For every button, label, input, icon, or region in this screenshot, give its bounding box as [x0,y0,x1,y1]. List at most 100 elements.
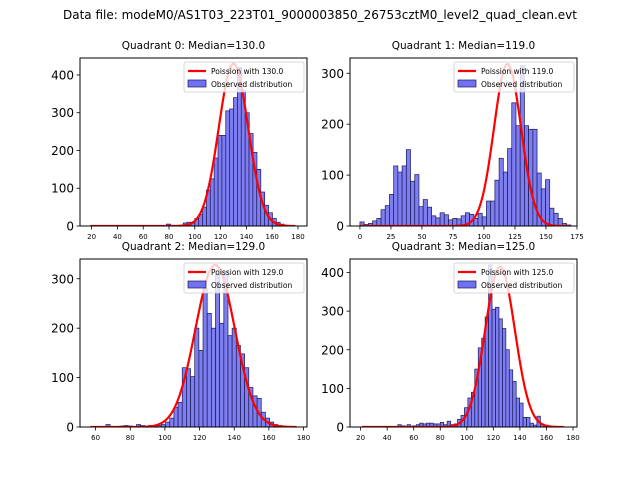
histogram-bar [427,206,432,226]
x-tick-label: 80 [165,233,174,241]
x-tick-label: 80 [126,434,135,442]
legend-label-observed: Observed distribution [211,80,292,89]
histogram-bar [443,214,449,226]
histogram-bar [495,306,500,427]
axes-frame [349,258,578,428]
x-tick-label: 40 [113,233,122,241]
histogram-bar [502,171,508,226]
x-tick-label: 60 [139,233,148,241]
x-tick-label: 75 [448,233,457,241]
poisson-fit-line [361,265,564,427]
axes-frame [79,57,308,227]
histogram-bar [498,318,503,427]
y-tick-label: 0 [336,421,344,435]
histogram-bar [508,369,514,427]
histogram-bar [210,327,216,427]
histogram-bar [225,110,231,226]
histogram-bar [186,368,191,427]
y-tick-label: 300 [321,305,344,319]
y-tick-label: 200 [51,322,74,336]
histogram-bar [406,424,411,427]
histogram-bar [165,421,171,427]
histogram-bar [206,313,212,427]
x-tick-label: 20 [87,233,96,241]
histogram-bar [397,171,403,226]
y-tick-label: 0 [66,220,74,234]
histogram-bar [233,97,238,226]
histogram-bar [410,180,416,226]
histogram-bar [198,350,204,427]
x-tick-label: 140 [240,233,253,241]
histogram-bar [405,149,411,226]
legend-box [183,262,305,294]
legend-box [453,61,575,93]
x-tick-label: 40 [383,434,392,442]
y-tick-label: 200 [321,343,344,357]
histogram-bar [414,174,420,226]
y-tick-label: 200 [51,144,74,158]
x-tick-label: 50 [417,233,426,241]
histogram-bar [511,102,517,226]
histogram-bar [522,416,527,427]
x-tick-label: 160 [540,434,553,442]
x-tick-label: 100 [477,233,490,241]
histogram-bar [502,328,507,427]
x-tick-label: 60 [91,434,100,442]
legend-label-observed: Observed distribution [211,281,292,290]
poisson-fit-line [359,62,569,226]
y-tick-label: 100 [51,182,74,196]
y-tick-label: 200 [321,118,344,132]
x-tick-label: 120 [214,233,227,241]
histogram-bar [376,218,382,226]
plot-area [90,62,296,226]
axes-frame [79,258,308,428]
x-tick-label: 175 [570,233,583,241]
histogram-bar [507,148,513,226]
legend-label-poisson: Poission with 129.0 [211,268,284,277]
histogram-bar [477,212,483,226]
y-tick-label: 100 [321,382,344,396]
x-tick-label: 160 [262,434,275,442]
histogram-bar [202,206,208,226]
histogram-bar [105,424,111,427]
panel-title: Quadrant 0: Median=130.0 [122,40,265,52]
x-tick-label: 100 [460,434,473,442]
histogram-bar [515,125,521,226]
x-tick-label: 180 [566,434,579,442]
y-tick-label: 0 [336,220,344,234]
histogram-bar [553,212,559,226]
histogram-bar [209,178,215,226]
histogram-bar [169,417,175,427]
legend-box [453,262,575,294]
legend: Poission with 129.0 Observed distribution [183,262,305,294]
panel-quadrant-0: Quadrant 0: Median=130.0 20 40 60 80 100 120 14… [51,40,308,241]
y-tick-label: 300 [321,67,344,81]
histogram-bar [418,206,424,226]
histogram-bar [217,135,223,226]
x-tick-label: 180 [291,233,304,241]
histogram-bar [422,199,428,226]
x-tick-label: 100 [158,434,171,442]
histogram-bar [173,406,179,427]
panel-title: Quadrant 3: Median=125.0 [392,241,535,253]
histogram-bar [359,221,365,226]
histogram-bar [439,212,445,226]
histogram-bar [227,335,233,427]
histogram-bar [519,402,524,427]
panel-quadrant-3: Quadrant 3: Median=125.0 20 40 60 80 100 120 14… [321,241,580,442]
y-tick-label: 300 [51,272,74,286]
panel-quadrant-2: Quadrant 2: Median=129.0 60 80 100 120 140 160… [51,241,310,442]
legend: Poission with 119.0 Observed distribution [453,61,575,93]
plot-area [90,263,297,427]
histogram-bar [491,308,496,427]
x-tick-label: 80 [436,434,445,442]
histogram-bar [202,288,208,427]
legend: Poission with 125.0 Observed distribution [453,262,575,294]
x-tick-label: 60 [409,434,418,442]
panel-title: Quadrant 1: Median=119.0 [392,40,535,52]
histogram-bar [486,200,492,226]
y-tick-label: 400 [321,266,344,280]
histogram-bar [177,401,183,427]
histogram-bar [231,327,237,427]
